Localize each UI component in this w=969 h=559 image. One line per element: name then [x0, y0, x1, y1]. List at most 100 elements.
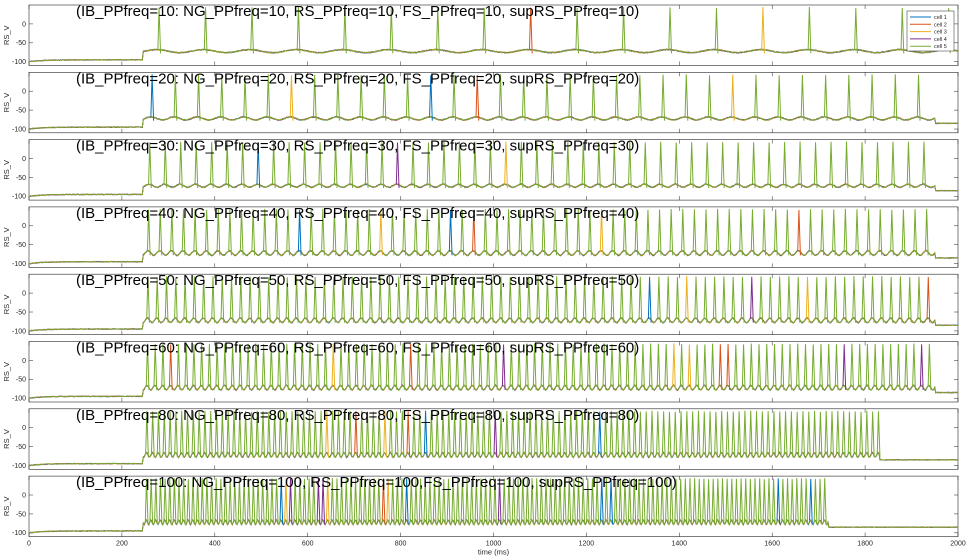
- spike: [813, 478, 818, 525]
- spike: [260, 478, 265, 525]
- spike: [787, 276, 791, 323]
- spike: [556, 343, 560, 390]
- panel-title: (IB_PPfreq=50: NG_PPfreq=50, RS_PPfreq=5…: [76, 272, 639, 289]
- spike: [688, 478, 692, 525]
- spike: [479, 478, 483, 525]
- spike: [359, 276, 364, 323]
- spike: [527, 276, 531, 323]
- spike: [659, 141, 663, 189]
- spike: [525, 479, 530, 525]
- spike: [458, 410, 463, 458]
- spike: [158, 478, 163, 525]
- spike: [668, 7, 673, 54]
- spike: [641, 344, 645, 390]
- spike: [611, 209, 616, 256]
- spike: [777, 75, 782, 121]
- spike: [247, 478, 251, 525]
- spike: [362, 343, 367, 390]
- spike: [798, 141, 803, 189]
- spike: [870, 276, 875, 323]
- spike: [401, 343, 405, 390]
- spike: [201, 276, 206, 323]
- spike: [232, 410, 236, 458]
- spike: [525, 343, 529, 390]
- y-axis-label: RS_V: [2, 93, 11, 113]
- spike: [678, 478, 683, 525]
- spike: [184, 344, 189, 390]
- spike: [209, 410, 213, 458]
- spike: [145, 343, 150, 390]
- spike: [425, 208, 430, 256]
- spike: [609, 410, 614, 458]
- spike: [796, 343, 800, 390]
- panel-title: (IB_PPfreq=30: NG_PPfreq=30, RS_PPfreq=3…: [76, 138, 639, 155]
- spike: [186, 479, 191, 525]
- spike: [379, 209, 383, 256]
- spike: [364, 141, 369, 189]
- spike: [344, 478, 349, 525]
- spike: [638, 411, 643, 458]
- spike: [148, 142, 152, 189]
- spike: [505, 410, 509, 458]
- spike: [250, 7, 254, 54]
- spike: [309, 208, 314, 256]
- spike: [757, 478, 762, 525]
- y-tick-label: -100: [12, 463, 26, 470]
- spike: [298, 478, 302, 525]
- spike: [907, 277, 912, 323]
- spike: [383, 410, 387, 458]
- spike: [507, 479, 511, 525]
- spike: [301, 411, 306, 458]
- spike: [185, 411, 190, 458]
- spike: [256, 478, 260, 525]
- spike: [621, 411, 625, 458]
- spike: [719, 411, 724, 458]
- spike: [681, 208, 685, 256]
- spike: [495, 209, 499, 256]
- spike: [714, 7, 719, 54]
- spike: [215, 343, 220, 390]
- spike: [370, 344, 374, 390]
- spike: [400, 478, 404, 525]
- spike: [192, 276, 197, 323]
- spike: [711, 478, 716, 525]
- spike: [722, 276, 726, 323]
- spike: [807, 7, 812, 54]
- spike: [402, 208, 407, 256]
- spike: [651, 478, 655, 525]
- spike: [405, 74, 410, 121]
- spike: [456, 478, 460, 525]
- y-tick-label: 0: [22, 223, 26, 230]
- spike: [739, 208, 743, 256]
- spike: [412, 411, 416, 458]
- spike: [796, 277, 801, 323]
- y-axis-label: RS_V: [2, 497, 11, 517]
- spike: [251, 209, 256, 256]
- spike: [354, 344, 359, 390]
- spike: [748, 479, 753, 525]
- spike: [418, 411, 422, 458]
- spike: [325, 411, 329, 458]
- spike: [233, 478, 237, 525]
- spike: [380, 142, 385, 189]
- spike: [214, 411, 219, 458]
- spike: [878, 209, 883, 256]
- panel-title: (IB_PPfreq=10: NG_PPfreq=10, RS_PPfreq=1…: [76, 3, 639, 20]
- spike: [172, 478, 177, 525]
- spike: [336, 74, 340, 121]
- spike: [563, 343, 568, 390]
- spike: [854, 7, 858, 54]
- spike: [844, 141, 849, 189]
- spike: [509, 344, 514, 390]
- spike: [363, 478, 367, 525]
- spike: [220, 75, 224, 121]
- spike: [679, 344, 684, 390]
- spike: [196, 74, 201, 121]
- spike: [387, 276, 392, 323]
- spike: [893, 74, 898, 121]
- spike: [331, 343, 336, 390]
- spike: [730, 478, 734, 525]
- spike: [246, 343, 251, 390]
- spike: [788, 344, 793, 390]
- spike: [601, 276, 606, 323]
